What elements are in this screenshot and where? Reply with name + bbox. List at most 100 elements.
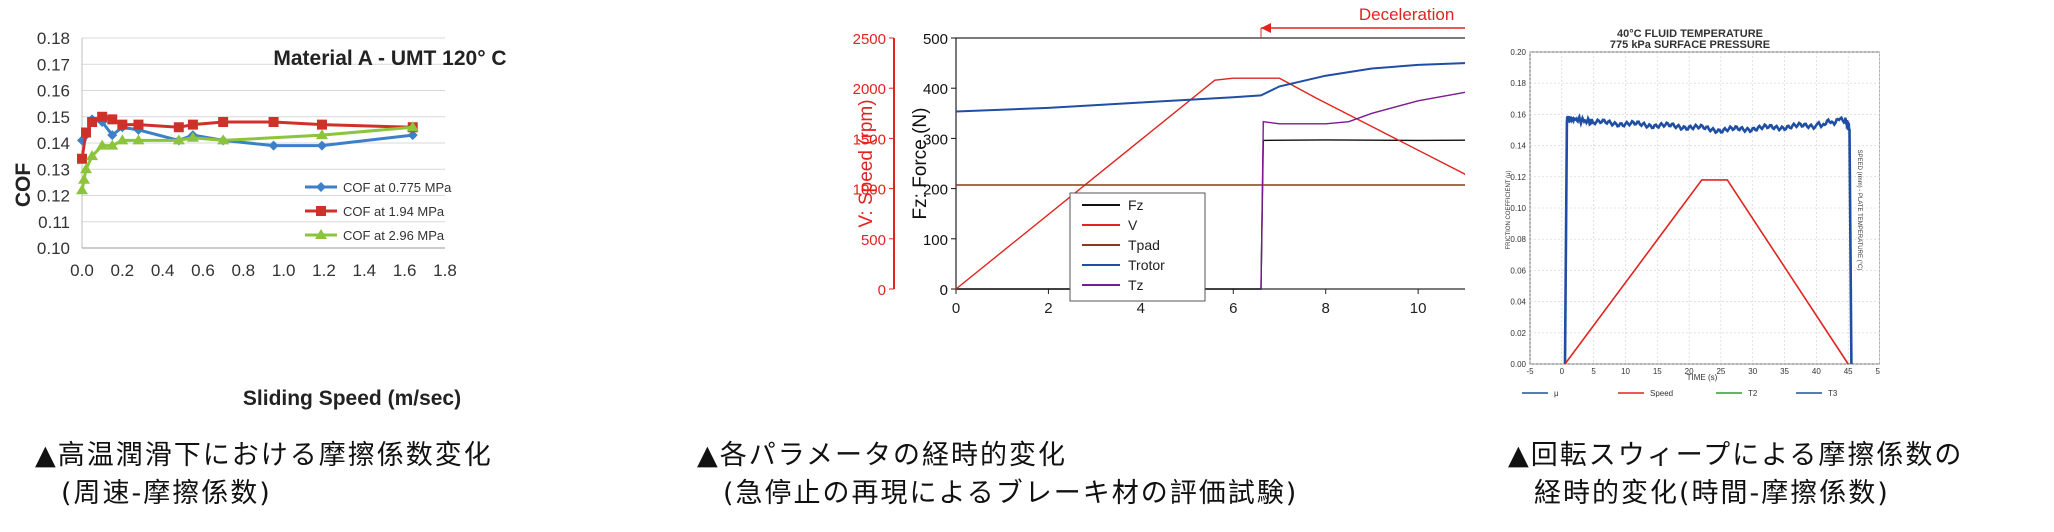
chart1-ytick-label: 0.10 [37, 239, 70, 258]
chart3-ytick-label: 0.10 [1510, 204, 1526, 213]
caption-1-line2: (周速-摩擦係数) [61, 478, 272, 509]
chart2-xtick-label: 10 [1410, 300, 1427, 317]
axis-tick-label-v-speed-rpm: 1000 [853, 182, 886, 199]
axis-tick-label-fz-force-n: 300 [923, 131, 948, 148]
chart3-xlabel: TIME (s) [1687, 373, 1718, 382]
series-line-mu [1563, 113, 1853, 365]
chart3-ytick-label: 0.02 [1510, 329, 1526, 338]
point-cof-at-0-775-mpa [316, 140, 327, 151]
point-cof-at-1-94-mpa [173, 122, 184, 133]
chart3-xtick-label: 0 [1560, 367, 1565, 376]
chart2-legend: Fz V Tpad Trotor Tz [1069, 192, 1206, 302]
chart3-xtick-label: -5 [1526, 367, 1534, 376]
point-cof-at-1-94-mpa [107, 114, 118, 125]
caption-2-line1: ▲各パラメータの経時的変化 [697, 440, 1067, 471]
axis-tick-label-fz-force-n: 500 [923, 31, 948, 48]
point-cof-at-2-96-mpa [116, 134, 129, 145]
caption-2: ▲各パラメータの経時的変化 (急停止の再現によるブレーキ材の評価試験) [697, 437, 1298, 513]
chart3-xtick-label: 20 [1685, 367, 1694, 376]
caption-3: ▲回転スウィープによる摩擦係数の 経時的変化(時間-摩擦係数) [1508, 437, 1963, 513]
chart1-xtick-label: 0.6 [191, 261, 215, 280]
point-cof-at-2-96-mpa [80, 163, 93, 174]
chart3-xtick-label: 10 [1621, 367, 1630, 376]
chart1-legend: COF at 0.775 MPa COF at 1.94 MPa COF at 2.… [305, 180, 452, 243]
chart2-xtick-label: 0 [952, 300, 960, 317]
chart1-xtick-label: 1.4 [353, 261, 377, 280]
chart3-ytick-label: 0.16 [1510, 110, 1526, 119]
axis-tick-label-v-speed-rpm: 500 [861, 232, 886, 249]
chart1-xtick-label: 0.4 [151, 261, 175, 280]
legend-label-mu: μ [1554, 389, 1559, 398]
axis-tick-label-v-speed-rpm: 1500 [853, 131, 886, 148]
chart2-xtick-label: 2 [1044, 300, 1052, 317]
legend-label-cof-at-2-96-mpa: COF at 2.96 MPa [343, 228, 445, 243]
chart1-ytick-label: 0.18 [37, 29, 70, 48]
chart3-ytick-label: 0.18 [1510, 79, 1526, 88]
chart1-ytick-label: 0.14 [37, 134, 70, 153]
caption-3-line2: 経時的変化(時間-摩擦係数) [1534, 478, 1890, 509]
chart3-ytick-label: 0.20 [1510, 48, 1526, 57]
brake-parameters-chart: 0246810121405001000150020002500V: Speed … [853, 5, 1465, 317]
point-cof-at-1-94-mpa [87, 117, 98, 127]
chart1-ytick-label: 0.17 [37, 55, 70, 74]
legend-marker-cof-at-2-96-mpa [315, 229, 327, 239]
axis-tick-label-fz-force-n: 0 [940, 282, 948, 299]
point-cof-at-2-96-mpa [86, 150, 99, 161]
point-cof-at-1-94-mpa [268, 117, 279, 127]
chart3-xtick-label: 30 [1748, 367, 1757, 376]
series-line-v [955, 77, 1465, 290]
chart2-xtick-label: 6 [1229, 300, 1237, 317]
point-cof-at-2-96-mpa [172, 134, 185, 145]
series-line-tz [1260, 91, 1465, 290]
axis-tick-label-fz-force-n: 400 [923, 81, 948, 98]
legend-label-speed: Speed [1650, 389, 1673, 398]
point-cof-at-2-96-mpa [186, 131, 199, 142]
chart1-ytick-label: 0.11 [38, 213, 70, 232]
point-cof-at-1-94-mpa [133, 119, 144, 130]
chart2-legend-box [1069, 192, 1206, 302]
chart1-title: Material A - UMT 120° C [273, 47, 506, 70]
chart2-plot-frame [955, 37, 1465, 290]
chart1-xlabel: Sliding Speed (m/sec) [243, 387, 461, 410]
axis-tick-label-v-speed-rpm: 2500 [853, 31, 886, 48]
point-cof-at-0-775-mpa [107, 130, 118, 141]
chart1-ytick-label: 0.15 [37, 108, 70, 127]
chart3-ytick-label: 0.12 [1510, 173, 1526, 182]
chart2-xtick-label: 4 [1137, 300, 1145, 317]
legend-label-cof-at-1-94-mpa: COF at 1.94 MPa [343, 204, 445, 219]
legend-label-tz: Tz [1128, 277, 1144, 293]
series-line-trotor [955, 62, 1465, 113]
axis-label-fz-force-n: Fz: Force (N) [910, 108, 931, 220]
deceleration-arrow-head-left [1261, 23, 1272, 33]
caption-1: ▲高温潤滑下における摩擦係数変化 (周速-摩擦係数) [35, 437, 493, 513]
chart3-xtick-label: 5 [1591, 367, 1596, 376]
point-cof-at-2-96-mpa [78, 173, 91, 184]
chart1-xtick-label: 0.2 [111, 261, 135, 280]
chart3-ytick-label: 0.08 [1510, 235, 1526, 244]
point-cof-at-1-94-mpa [218, 117, 229, 127]
legend-label-t3: T3 [1828, 389, 1838, 398]
chart3-xtick-label: 40 [1812, 367, 1821, 376]
chart3-ytick-label: 0.00 [1510, 360, 1526, 369]
point-cof-at-1-94-mpa [316, 119, 327, 130]
point-cof-at-1-94-mpa [117, 119, 128, 130]
deceleration-label: Deceleration [1359, 5, 1454, 24]
legend-label-cof-at-0-775-mpa: COF at 0.775 MPa [343, 180, 452, 195]
point-cof-at-1-94-mpa [187, 119, 198, 130]
cof-vs-speed-chart: 0.10 0.11 0.12 0.13 0.14 0.15 0.16 0.17 0.18 0.0 0… [12, 29, 507, 410]
point-cof-at-1-94-mpa [97, 111, 108, 122]
axis-label-v-speed-rpm: V: Speed (rpm) [856, 99, 877, 227]
point-cof-at-2-96-mpa [76, 184, 88, 195]
chart3-xtick-label: 50 [1876, 367, 1880, 376]
chart3-xtick-label: 35 [1780, 367, 1789, 376]
legend-label-v: V [1128, 217, 1138, 233]
point-cof-at-1-94-mpa [77, 153, 87, 164]
deceleration-annotation [1260, 23, 1465, 38]
caption-2-line2: (急停止の再現によるブレーキ材の評価試験) [723, 478, 1299, 509]
chart1-ytick-label: 0.13 [37, 160, 70, 179]
chart3-panel [1480, 20, 1875, 415]
caption-1-line1: ▲高温潤滑下における摩擦係数変化 [35, 440, 493, 471]
caption-3-line1: ▲回転スウィープによる摩擦係数の [1508, 440, 1964, 471]
series-line-fz [956, 139, 1465, 290]
axis-tick-label-fz-force-n: 200 [923, 182, 948, 199]
